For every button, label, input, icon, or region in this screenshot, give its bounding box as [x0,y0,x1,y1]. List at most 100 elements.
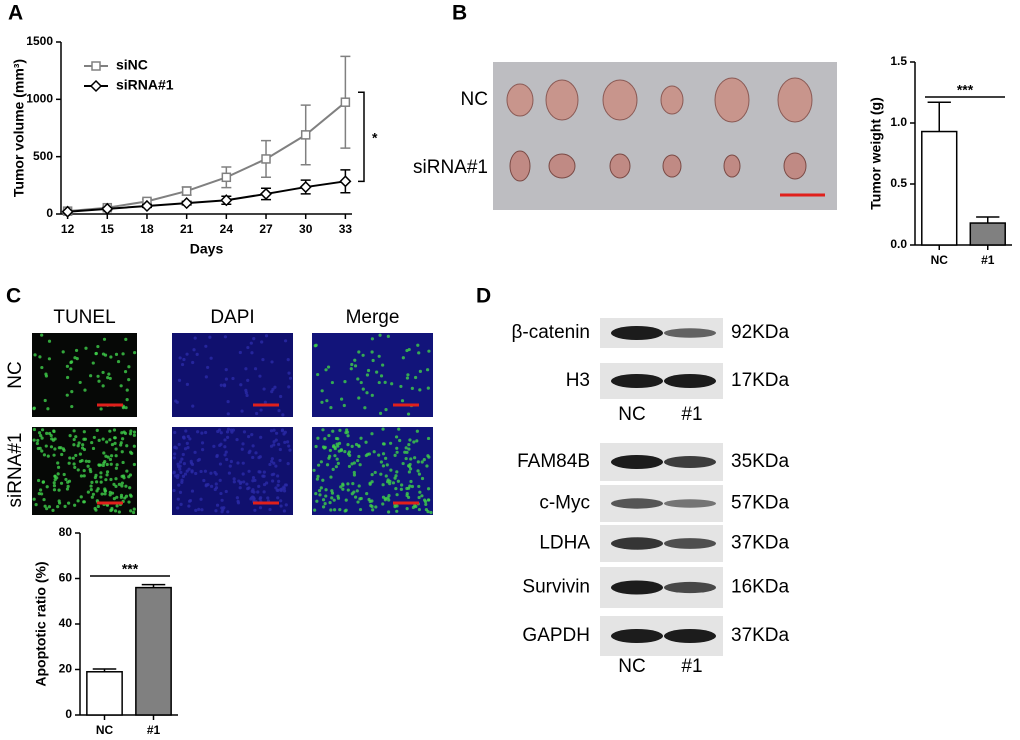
cell [194,508,198,512]
y-tick-label: 500 [33,149,53,163]
cell [127,475,131,479]
cell [321,478,325,482]
cell [67,501,71,505]
marker [340,97,351,107]
cell [344,498,348,502]
cell [363,406,367,410]
tumor [509,150,531,182]
cell [178,467,182,471]
cell [350,462,354,466]
cell [73,503,77,507]
cell [66,480,70,484]
bar [135,586,172,716]
band [611,629,663,643]
cell [250,351,254,355]
cell [178,490,183,494]
cell [59,481,64,485]
cell [45,431,49,435]
cell [320,400,324,404]
cell [84,459,88,463]
cell [381,483,385,487]
cell [266,496,270,500]
cell [241,461,245,465]
cell [176,462,180,466]
cell [235,496,239,500]
cell [119,441,123,445]
cell [206,482,210,487]
cell [324,368,328,372]
cell [406,412,411,416]
cell [377,380,381,385]
cell [190,489,195,493]
cell [113,436,117,440]
band [664,629,716,643]
cell [395,450,399,454]
cell [204,375,208,379]
cell [425,368,430,372]
band [611,326,663,340]
cell [231,376,235,381]
cell [349,367,353,371]
cell [353,358,357,362]
cell [184,429,188,433]
x-tick-label: 21 [180,222,194,236]
cell [52,481,56,485]
cell [279,488,283,493]
cell [271,479,275,483]
cell [183,447,188,451]
cell [220,510,224,514]
cell [105,473,109,477]
cell [352,470,356,475]
cell [379,374,384,378]
band [611,374,663,388]
cell [200,508,204,512]
cell [95,489,99,493]
cell [225,430,230,434]
cell [281,413,285,417]
y-tick-label: 80 [59,525,73,539]
y-tick-label: 1.5 [890,54,907,68]
cell [38,355,42,359]
cell [45,485,49,489]
cell [74,435,78,439]
cell [356,500,360,504]
cell [317,463,321,467]
cell [365,492,369,496]
cell [406,464,411,468]
cell [377,354,381,358]
cell [283,339,288,343]
cell [263,400,267,404]
cell [425,464,429,468]
cell [45,507,49,511]
cell [64,477,68,482]
cell [413,456,417,460]
cell [247,469,251,473]
cell [91,361,95,365]
lane-label: NC [618,656,645,677]
cell [279,504,283,508]
cell [109,477,113,482]
annotation: *** [122,561,139,577]
cell [377,453,381,457]
cell [236,499,240,503]
cell [131,510,136,515]
cell [288,376,293,380]
cell [395,504,399,508]
size-label: 37KDa [731,533,790,554]
cell [276,488,280,492]
cell [115,504,119,508]
line [67,101,347,213]
cell [244,391,248,395]
cell [120,431,124,435]
cell [174,446,178,450]
cell [74,453,78,458]
cell [269,429,274,433]
cell [258,470,262,474]
marker [140,199,154,213]
cell [222,383,227,387]
cell [77,441,81,445]
legend-label: siNC [116,57,148,73]
cell [364,440,368,444]
cell [181,474,186,478]
cell [353,364,358,368]
